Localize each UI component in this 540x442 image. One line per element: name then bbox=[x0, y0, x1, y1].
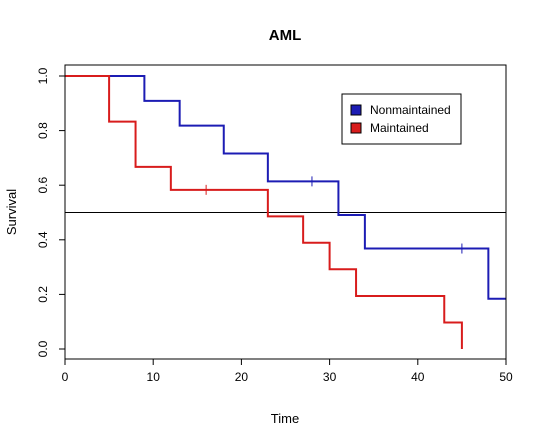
y-tick-label: 1.0 bbox=[36, 67, 50, 84]
x-tick-label: 10 bbox=[147, 370, 161, 384]
y-axis-label: Survival bbox=[4, 189, 19, 235]
legend-swatch-nonmaintained bbox=[350, 104, 362, 116]
legend-swatch-maintained bbox=[350, 122, 362, 134]
series-nonmaintained bbox=[65, 75, 506, 300]
axes-layer: 0 10 20 30 40 50 0.0 0.2 0.4 0.6 0.8 1.0 bbox=[36, 64, 513, 384]
step-line-nonmaintained bbox=[65, 75, 506, 300]
series-layer bbox=[65, 75, 506, 349]
x-tick-label: 50 bbox=[499, 370, 513, 384]
y-tick-label: 0.4 bbox=[36, 231, 50, 248]
step-line-maintained bbox=[65, 75, 463, 349]
y-tick-label: 0.6 bbox=[36, 177, 50, 194]
y-tick-label: 0.0 bbox=[36, 340, 50, 357]
x-tick-label: 20 bbox=[235, 370, 249, 384]
chart-title: AML bbox=[269, 27, 302, 44]
legend-label-nonmaintained: Nonmaintained bbox=[370, 103, 451, 117]
legend-label-maintained: Maintained bbox=[370, 121, 429, 135]
legend-box bbox=[341, 93, 462, 145]
y-tick-label: 0.8 bbox=[36, 122, 50, 139]
plot-frame bbox=[64, 64, 507, 360]
legend: Nonmaintained Maintained bbox=[341, 93, 462, 145]
series-maintained bbox=[65, 75, 463, 349]
x-tick-label: 0 bbox=[62, 370, 69, 384]
x-axis-label: Time bbox=[271, 411, 299, 426]
y-tick-label: 0.2 bbox=[36, 286, 50, 303]
x-tick-label: 30 bbox=[323, 370, 337, 384]
x-tick-label: 40 bbox=[411, 370, 425, 384]
